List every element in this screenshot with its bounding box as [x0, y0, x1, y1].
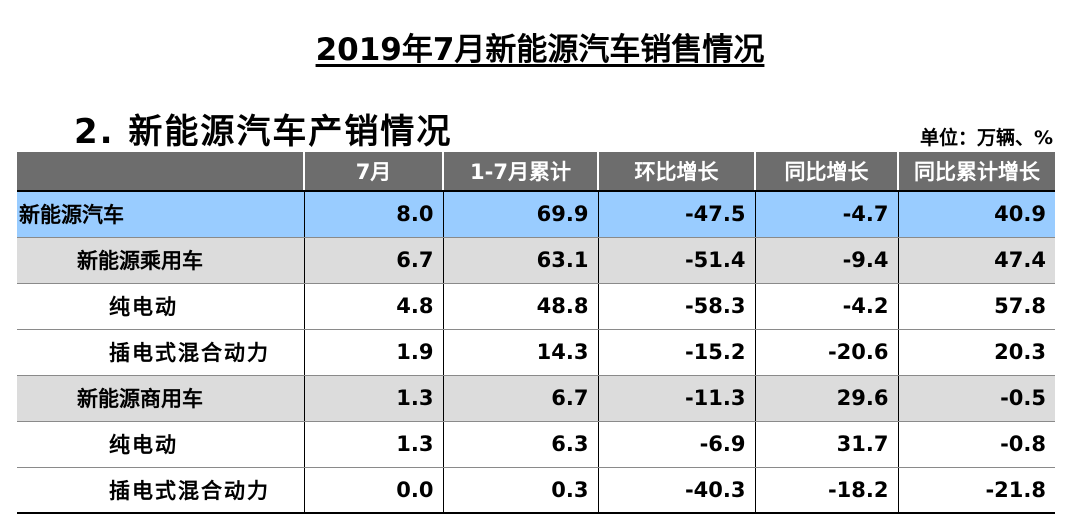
cell-mom-growth: -40.3	[598, 467, 756, 514]
cell-july: 4.8	[304, 283, 444, 330]
cell-yoy-cumulative-growth: 47.4	[898, 237, 1055, 284]
cell-july: 0.0	[304, 467, 444, 514]
row-label: 插电式混合动力	[17, 329, 305, 376]
cell-mom-growth: -11.3	[598, 375, 756, 422]
sales-table: 7月 1-7月累计 环比增长 同比增长 同比累计增长 新能源汽车 8.0 69.…	[17, 152, 1055, 514]
cell-yoy-growth: -9.4	[755, 237, 899, 284]
table-row: 新能源乘用车 6.7 63.1 -51.4 -9.4 47.4	[17, 237, 1055, 284]
cell-july: 1.3	[304, 421, 444, 468]
cell-mom-growth: -15.2	[598, 329, 756, 376]
table-row: 纯电动 4.8 48.8 -58.3 -4.2 57.8	[17, 283, 1055, 330]
unit-label: 单位：万辆、%	[919, 127, 1053, 149]
cell-yoy-cumulative-growth: -0.5	[898, 375, 1055, 422]
row-label: 新能源商用车	[17, 375, 305, 422]
cell-cumulative: 63.1	[443, 237, 599, 284]
cell-july: 1.9	[304, 329, 444, 376]
cell-cumulative: 48.8	[443, 283, 599, 330]
cell-yoy-growth: 31.7	[755, 421, 899, 468]
cell-mom-growth: -58.3	[598, 283, 756, 330]
document-title: 2019年7月新能源汽车销售情况	[315, 32, 765, 68]
cell-yoy-growth: 29.6	[755, 375, 899, 422]
cell-yoy-cumulative-growth: -21.8	[898, 467, 1055, 514]
cell-yoy-growth: -20.6	[755, 329, 899, 376]
cell-cumulative: 6.7	[443, 375, 599, 422]
section-title: 2. 新能源汽车产销情况	[74, 112, 453, 152]
table-header-row: 7月 1-7月累计 环比增长 同比增长 同比累计增长	[17, 152, 1055, 192]
cell-july: 8.0	[304, 191, 444, 238]
cell-yoy-growth: -4.7	[755, 191, 899, 238]
cell-yoy-cumulative-growth: 57.8	[898, 283, 1055, 330]
cell-yoy-cumulative-growth: 20.3	[898, 329, 1055, 376]
cell-cumulative: 6.3	[443, 421, 599, 468]
cell-cumulative: 0.3	[443, 467, 599, 514]
header-cell-yoy-cumulative-growth: 同比累计增长	[897, 152, 1055, 192]
cell-mom-growth: -6.9	[598, 421, 756, 468]
table-row: 插电式混合动力 0.0 0.3 -40.3 -18.2 -21.8	[17, 467, 1055, 514]
row-label: 新能源乘用车	[17, 237, 305, 284]
cell-mom-growth: -51.4	[598, 237, 756, 284]
header-cell-cumulative: 1-7月累计	[442, 152, 598, 192]
table-row: 纯电动 1.3 6.3 -6.9 31.7 -0.8	[17, 421, 1055, 468]
cell-mom-growth: -47.5	[598, 191, 756, 238]
cell-cumulative: 14.3	[443, 329, 599, 376]
header-cell-yoy-growth: 同比增长	[754, 152, 898, 192]
row-label: 新能源汽车	[17, 191, 305, 238]
header-cell-mom-growth: 环比增长	[597, 152, 755, 192]
cell-yoy-growth: -4.2	[755, 283, 899, 330]
cell-cumulative: 69.9	[443, 191, 599, 238]
cell-july: 1.3	[304, 375, 444, 422]
table-row: 新能源汽车 8.0 69.9 -47.5 -4.7 40.9	[17, 191, 1055, 238]
row-label: 纯电动	[17, 283, 305, 330]
cell-july: 6.7	[304, 237, 444, 284]
cell-yoy-cumulative-growth: -0.8	[898, 421, 1055, 468]
header-cell-july: 7月	[303, 152, 443, 192]
row-label: 纯电动	[17, 421, 305, 468]
header-cell-category	[17, 152, 304, 192]
cell-yoy-growth: -18.2	[755, 467, 899, 514]
table-row: 插电式混合动力 1.9 14.3 -15.2 -20.6 20.3	[17, 329, 1055, 376]
row-label: 插电式混合动力	[17, 467, 305, 514]
table-row: 新能源商用车 1.3 6.7 -11.3 29.6 -0.5	[17, 375, 1055, 422]
cell-yoy-cumulative-growth: 40.9	[898, 191, 1055, 238]
